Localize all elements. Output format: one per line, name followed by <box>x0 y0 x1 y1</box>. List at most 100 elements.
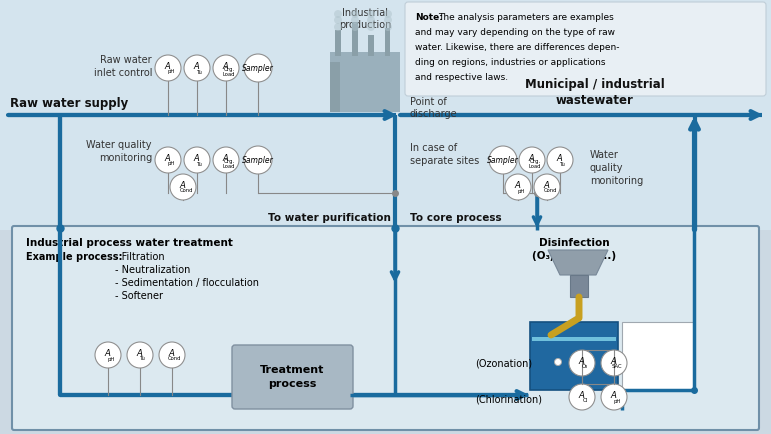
Circle shape <box>244 146 272 174</box>
Circle shape <box>351 16 359 24</box>
Text: Example process:: Example process: <box>26 252 123 262</box>
Bar <box>570 275 588 297</box>
Circle shape <box>367 16 375 24</box>
Text: Disinfection
(O₃, Cl, UV, ...): Disinfection (O₃, Cl, UV, ...) <box>532 238 616 261</box>
Text: - Filtration: - Filtration <box>115 252 165 262</box>
Circle shape <box>489 146 517 174</box>
Circle shape <box>155 147 181 173</box>
Circle shape <box>519 147 545 173</box>
Text: pH: pH <box>517 188 524 194</box>
Text: Cond: Cond <box>179 188 193 194</box>
Text: A: A <box>168 349 174 358</box>
Text: A: A <box>164 154 170 163</box>
Text: A: A <box>193 62 199 71</box>
Text: A: A <box>179 181 185 190</box>
Circle shape <box>184 147 210 173</box>
Text: SAC: SAC <box>611 365 622 369</box>
Text: water. Likewise, there are differences depen-: water. Likewise, there are differences d… <box>415 43 620 52</box>
Text: Tu: Tu <box>560 161 566 167</box>
Circle shape <box>569 350 595 376</box>
Circle shape <box>127 342 153 368</box>
Circle shape <box>244 54 272 82</box>
Circle shape <box>334 10 342 18</box>
Circle shape <box>351 23 359 31</box>
Circle shape <box>95 342 121 368</box>
Bar <box>335 30 341 56</box>
FancyBboxPatch shape <box>12 226 759 430</box>
Text: Note:: Note: <box>415 13 443 22</box>
Text: In case of
separate sites: In case of separate sites <box>410 143 480 166</box>
Circle shape <box>601 384 627 410</box>
Circle shape <box>351 10 359 18</box>
Text: (Chlorination): (Chlorination) <box>475 394 542 404</box>
Text: pH: pH <box>167 161 174 167</box>
Circle shape <box>569 384 595 410</box>
Circle shape <box>384 23 392 31</box>
Circle shape <box>213 147 239 173</box>
Text: A: A <box>528 154 534 163</box>
Text: A: A <box>164 62 170 71</box>
Text: Tu: Tu <box>197 69 203 75</box>
Text: Industrial process water treatment: Industrial process water treatment <box>26 238 233 248</box>
Text: Org.
Load: Org. Load <box>223 67 235 77</box>
Text: A: A <box>222 62 228 71</box>
Text: Cond: Cond <box>544 188 557 194</box>
Text: Water quality
monitoring: Water quality monitoring <box>86 140 152 163</box>
Text: A: A <box>610 357 616 366</box>
Circle shape <box>547 147 573 173</box>
FancyBboxPatch shape <box>405 2 766 96</box>
Text: Raw water supply: Raw water supply <box>10 97 128 110</box>
Text: A: A <box>578 357 584 366</box>
Circle shape <box>384 10 392 18</box>
Circle shape <box>601 350 627 376</box>
Text: A: A <box>578 391 584 400</box>
Text: pH: pH <box>167 69 174 75</box>
Text: Tu: Tu <box>197 161 203 167</box>
Text: - Neutralization: - Neutralization <box>115 265 190 275</box>
Bar <box>622 322 694 390</box>
Text: Tu: Tu <box>140 356 146 362</box>
Circle shape <box>159 342 185 368</box>
Bar <box>532 337 616 341</box>
FancyBboxPatch shape <box>232 345 353 409</box>
Circle shape <box>367 23 375 31</box>
Text: A: A <box>104 349 110 358</box>
Text: Industrial
production: Industrial production <box>338 8 391 30</box>
Circle shape <box>534 174 560 200</box>
Text: Point of
discharge: Point of discharge <box>410 97 458 119</box>
Bar <box>0 0 771 230</box>
Text: To core process: To core process <box>410 213 502 223</box>
Text: A: A <box>610 391 616 400</box>
Text: Sampler: Sampler <box>487 156 519 165</box>
Bar <box>385 28 390 56</box>
Bar <box>352 22 358 56</box>
Bar <box>530 322 618 390</box>
Bar <box>330 52 400 112</box>
Circle shape <box>170 174 196 200</box>
Text: - Softener: - Softener <box>115 291 163 301</box>
Bar <box>330 62 340 112</box>
Text: Cl: Cl <box>582 398 588 404</box>
Circle shape <box>367 10 375 18</box>
Text: Raw water
inlet control: Raw water inlet control <box>93 55 152 78</box>
Text: pH: pH <box>107 356 115 362</box>
Text: Municipal / industrial
wastewater: Municipal / industrial wastewater <box>525 78 665 107</box>
Text: A: A <box>556 154 562 163</box>
Circle shape <box>213 55 239 81</box>
Text: A: A <box>222 154 228 163</box>
Text: To water purification: To water purification <box>268 213 391 223</box>
Text: A: A <box>543 181 549 190</box>
Text: Cond: Cond <box>168 356 182 362</box>
Circle shape <box>334 16 342 24</box>
Bar <box>368 35 374 56</box>
Text: A: A <box>193 154 199 163</box>
Text: ding on regions, industries or applications: ding on regions, industries or applicati… <box>415 58 605 67</box>
Text: Water
quality
monitoring: Water quality monitoring <box>590 150 643 186</box>
Circle shape <box>334 23 342 31</box>
Text: The analysis parameters are examples: The analysis parameters are examples <box>438 13 614 22</box>
Circle shape <box>554 358 561 365</box>
Text: - Sedimentation / flocculation: - Sedimentation / flocculation <box>115 278 259 288</box>
Text: Sampler: Sampler <box>242 156 274 165</box>
Polygon shape <box>548 250 608 275</box>
Text: A: A <box>136 349 142 358</box>
